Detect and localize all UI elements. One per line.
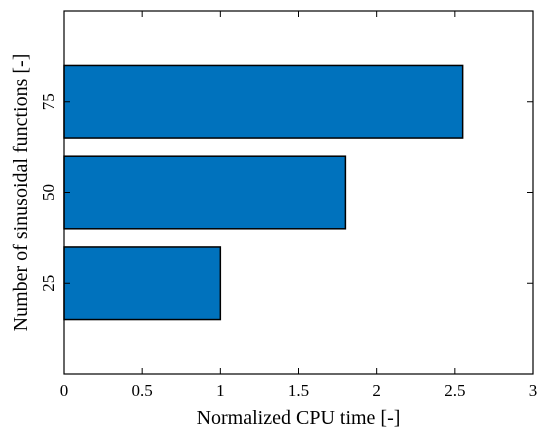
bar-group [63,64,464,321]
plot-frame [63,10,534,375]
x-tick-label: 0 [60,381,69,400]
bar-50 [63,155,347,230]
x-tick-label: 1.5 [288,381,309,400]
bar-25 [63,246,222,321]
x-tick-label: 2.5 [444,381,465,400]
y-tick-group: 25 50 75 [39,93,533,292]
y-tick-label: 75 [39,93,58,110]
y-tick-label: 50 [39,184,58,201]
x-tick-label: 0.5 [132,381,153,400]
x-tick-label: 3 [529,381,538,400]
x-tick-label: 2 [372,381,381,400]
y-tick-label: 25 [39,275,58,292]
x-tick-label: 1 [216,381,225,400]
x-axis-label: Normalized CPU time [-] [197,407,401,429]
y-axis-label: Number of sinusoidal functions [-] [10,54,32,332]
bar-75 [63,64,464,139]
x-tick-group: 0 0.5 1 1.5 2 2.5 3 [60,11,538,400]
